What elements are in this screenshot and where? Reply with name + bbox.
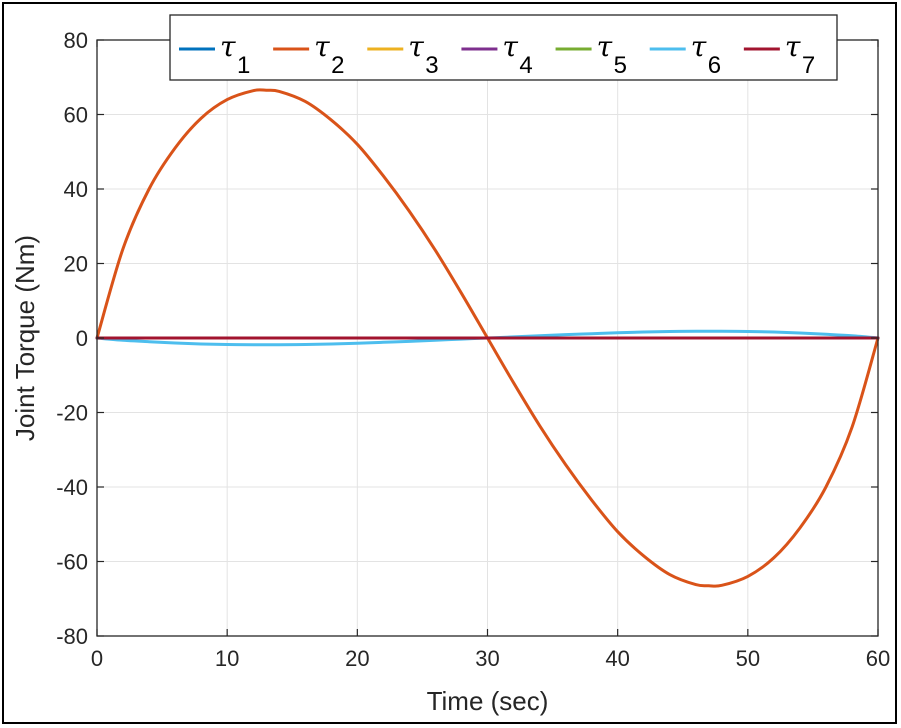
x-tick-label: 50: [736, 646, 760, 671]
x-tick-label: 30: [475, 646, 499, 671]
legend-item-tau-4[interactable]: τ4: [461, 30, 533, 79]
legend-item-tau-3[interactable]: τ3: [367, 30, 439, 79]
y-axis-label: Joint Torque (Nm): [10, 235, 40, 441]
tau-symbol: τ: [785, 30, 801, 63]
x-tick-label: 60: [866, 646, 890, 671]
series-lines: [95, 88, 880, 588]
x-tick-label: 20: [345, 646, 369, 671]
tick-labels: 0 10 20 30 40 50 60 -80 -60 -40 -20 0 20 40 60 80: [56, 28, 890, 671]
y-tick-label: 0: [76, 326, 88, 351]
legend-subscript: 5: [614, 52, 627, 79]
tau-symbol: τ: [220, 30, 236, 63]
x-tick-label: 0: [91, 646, 103, 671]
legend-subscript: 3: [425, 52, 438, 79]
legend-subscript: 1: [237, 52, 250, 79]
legend-item-tau-2[interactable]: τ2: [273, 30, 345, 79]
legend-item-tau-5[interactable]: τ5: [555, 30, 627, 79]
legend-item-tau-7[interactable]: τ7: [743, 30, 815, 79]
tau-symbol: τ: [597, 30, 613, 63]
tau-symbol: τ: [691, 30, 707, 63]
x-axis-label: Time (sec): [427, 686, 549, 716]
y-tick-label: -60: [56, 550, 88, 575]
legend-subscript: 2: [331, 52, 344, 79]
y-tick-label: 80: [64, 28, 88, 53]
y-tick-label: 40: [64, 177, 88, 202]
legend-subscript: 6: [708, 52, 721, 79]
y-tick-label: 20: [64, 252, 88, 277]
legend-item-tau-1[interactable]: τ1: [179, 30, 250, 79]
tau-symbol: τ: [502, 30, 518, 63]
tau-symbol: τ: [408, 30, 424, 63]
x-tick-label: 10: [215, 646, 239, 671]
tau-symbol: τ: [314, 30, 330, 63]
y-tick-label: 60: [64, 103, 88, 128]
legend-subscript: 7: [802, 52, 815, 79]
y-tick-label: -40: [56, 475, 88, 500]
x-tick-label: 40: [605, 646, 629, 671]
y-tick-label: -80: [56, 624, 88, 649]
legend-item-tau-6[interactable]: τ6: [649, 30, 721, 79]
y-tick-label: -20: [56, 401, 88, 426]
legend-subscript: 4: [519, 52, 532, 79]
